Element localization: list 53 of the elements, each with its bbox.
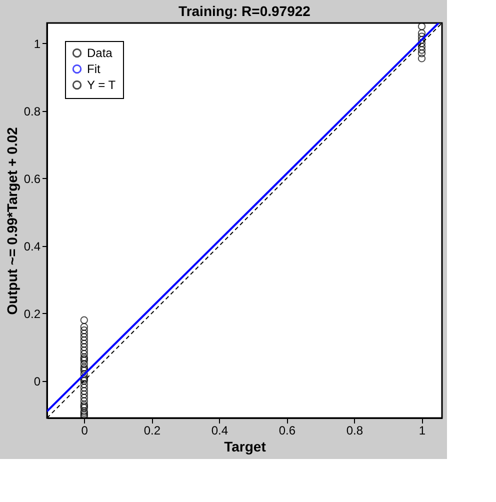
point: [80, 384, 88, 392]
point: [80, 375, 88, 384]
point: [80, 397, 88, 405]
point: [80, 343, 88, 351]
point: [418, 54, 426, 62]
x-tick-label: 0.6: [278, 424, 296, 438]
y-tick-label: 0.2: [24, 306, 41, 321]
point: [80, 387, 88, 395]
y-tick-label: 0: [34, 374, 41, 388]
point: [418, 42, 426, 50]
x-tick-label: 0.8: [346, 424, 364, 438]
point: [80, 353, 88, 362]
point: [80, 402, 88, 410]
point: [80, 390, 88, 398]
point: [418, 50, 426, 58]
point: [80, 394, 88, 402]
x-tick-label: 0.4: [211, 424, 228, 438]
y-tick-label: 0.4: [24, 239, 41, 254]
point: [418, 23, 426, 30]
point: [80, 330, 88, 338]
point: [80, 360, 88, 368]
point: [80, 340, 88, 348]
y-tick-label: 0.8: [24, 104, 41, 118]
point: [80, 333, 88, 341]
legend-label: Y = T: [87, 78, 116, 92]
point: [418, 29, 426, 37]
point: [418, 32, 426, 40]
legend-label: Fit: [87, 62, 101, 76]
point: [80, 380, 88, 388]
chart-title: Training: R=0.97922: [178, 3, 311, 19]
point: [80, 323, 88, 331]
point: [80, 404, 88, 412]
legend-label: Data: [87, 46, 113, 60]
x-tick-label: 0: [81, 424, 88, 438]
point: [80, 326, 88, 334]
point: [80, 350, 88, 358]
point: [80, 374, 88, 382]
point: [80, 336, 88, 344]
point: [418, 46, 426, 54]
point: [80, 377, 88, 385]
point: [418, 39, 426, 48]
y-tick-label: 0.6: [24, 172, 41, 186]
point: [80, 407, 88, 416]
y-tick-label: 1: [34, 36, 41, 51]
point: [80, 370, 88, 378]
x-tick-label: 1: [418, 424, 426, 438]
y-axis-title: Output ~= 0.99*Target + 0.02: [4, 126, 20, 315]
point: [80, 316, 88, 324]
x-tick-label: 0.2: [144, 424, 161, 438]
point: [80, 400, 88, 408]
point: [418, 36, 426, 44]
point: [80, 346, 88, 354]
x-axis-title: Target: [224, 438, 266, 454]
